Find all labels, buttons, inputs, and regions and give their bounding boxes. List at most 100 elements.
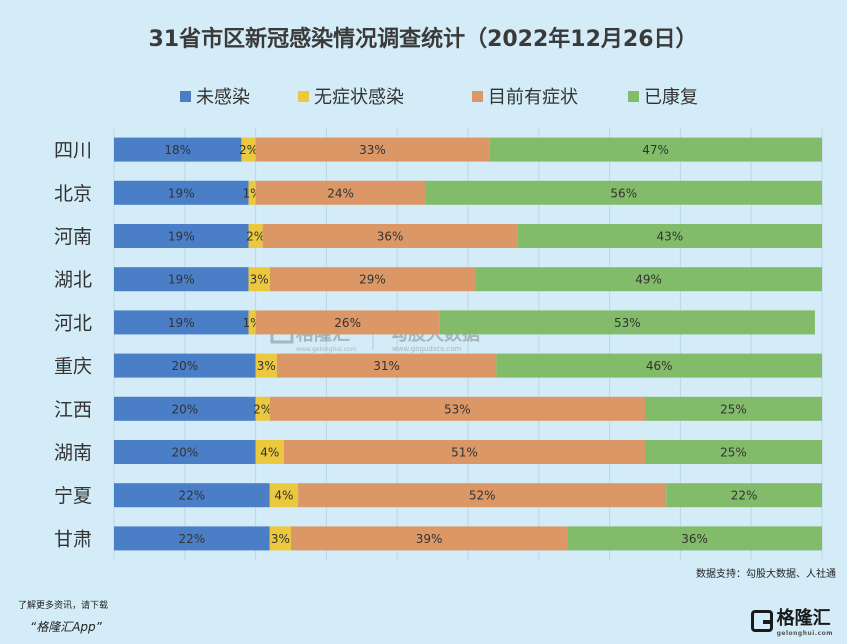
legend-label: 已康复 [644, 87, 698, 108]
category-label: 北京 [54, 183, 92, 205]
bar-segment [114, 310, 249, 335]
data-label: 19% [168, 186, 195, 200]
chart-title: 31省市区新冠感染情况调查统计（2022年12月26日） [148, 26, 697, 52]
category-label: 重庆 [54, 356, 92, 378]
bar-segment [666, 483, 822, 508]
data-label: 3% [271, 532, 290, 546]
data-label: 3% [257, 359, 276, 373]
category-label: 江西 [54, 399, 92, 421]
bar-segment [489, 137, 822, 162]
data-label: 36% [377, 230, 404, 244]
bar-segment [114, 137, 242, 162]
bar-segment [517, 224, 822, 248]
category-label: 河北 [54, 312, 92, 334]
chart-bars: 18% 2% 33% 47%19% 1% 24% 56%19% 2% 36% 43%19% 3% 29… [114, 137, 822, 551]
data-label: 2% [239, 143, 258, 157]
bar-segment [114, 440, 256, 464]
logo-icon [750, 609, 773, 632]
data-label: 49% [635, 273, 662, 287]
bar-segment [114, 353, 256, 378]
data-label: 25% [720, 446, 747, 460]
bar-segment [262, 224, 518, 248]
data-label: 53% [444, 402, 471, 416]
data-label: 36% [681, 532, 708, 546]
footer-logo-sub: gelonghui.com [776, 630, 833, 637]
category-label: 河南 [54, 226, 92, 248]
bar-segment [645, 396, 822, 421]
watermark-site: www.gelonghui.com [296, 346, 357, 353]
bar-segment [114, 483, 270, 508]
data-label: 24% [327, 186, 354, 200]
bar-segment [269, 526, 291, 551]
bar-segment [114, 180, 249, 205]
data-label: 43% [656, 230, 683, 244]
data-label: 26% [334, 316, 361, 330]
category-label: 湖南 [54, 442, 92, 464]
data-label: 2% [253, 402, 272, 416]
data-label: 53% [614, 316, 641, 330]
bar-segment [425, 180, 822, 205]
bar-segment [283, 440, 645, 464]
chart-legend: 未感染 无症状感染 目前有症状 已康复 [180, 87, 698, 108]
bar-segment [269, 267, 476, 292]
bar-segment [114, 224, 249, 248]
bar-segment [255, 137, 490, 162]
bar-segment [114, 267, 249, 292]
bar-segment [255, 180, 426, 205]
data-label: 31% [373, 359, 400, 373]
data-label: 2% [246, 230, 265, 244]
footer-logo: 格隆汇 gelonghui.com [750, 604, 833, 637]
bar-segment [269, 483, 299, 508]
data-label: 46% [646, 359, 673, 373]
bar-segment [298, 483, 667, 508]
bar-segment [567, 526, 822, 551]
bar-segment [241, 137, 256, 162]
data-label: 19% [168, 230, 195, 244]
bar-segment [475, 267, 822, 292]
legend-swatch [298, 91, 309, 102]
data-label: 20% [171, 402, 198, 416]
data-label: 4% [260, 446, 279, 460]
bar-segment [496, 353, 822, 378]
data-label: 56% [610, 186, 637, 200]
data-label: 52% [469, 489, 496, 503]
footer-note: 了解更多资讯，请下载 [18, 601, 109, 611]
bar-segment [248, 267, 270, 292]
legend-swatch [628, 91, 639, 102]
category-label: 宁夏 [54, 485, 92, 507]
bar-segment [269, 396, 645, 421]
bar-segment [439, 310, 815, 335]
data-label: 20% [171, 446, 198, 460]
legend-label: 目前有症状 [488, 87, 578, 108]
data-label: 25% [720, 402, 747, 416]
legend-swatch [180, 91, 191, 102]
data-label: 47% [642, 143, 669, 157]
data-label: 29% [359, 273, 386, 287]
category-label: 湖北 [54, 269, 92, 291]
legend-label: 未感染 [196, 87, 250, 108]
data-label: 33% [359, 143, 386, 157]
data-label: 20% [171, 359, 198, 373]
bar-segment [291, 526, 568, 551]
bar-segment [276, 353, 497, 378]
category-label: 四川 [54, 140, 92, 162]
source-note: 数据支持：勾股大数据、人社通 [696, 567, 836, 580]
data-label: 19% [168, 273, 195, 287]
bar-segment [255, 440, 284, 464]
data-label: 19% [168, 316, 195, 330]
bar-segment [114, 396, 256, 421]
bar-segment [645, 440, 822, 464]
data-label: 39% [416, 532, 443, 546]
bar-segment [248, 310, 256, 335]
data-label: 22% [179, 489, 206, 503]
footer-app-name: “格隆汇App” [30, 620, 102, 634]
watermark-site-2: www.gogudata.com [392, 345, 461, 353]
data-label: 22% [731, 489, 758, 503]
legend-label: 无症状感染 [314, 87, 404, 108]
bar-segment [255, 310, 440, 335]
bar-segment [255, 396, 270, 421]
bar-segment [255, 353, 277, 378]
data-label: 18% [164, 143, 191, 157]
data-label: 51% [451, 446, 478, 460]
